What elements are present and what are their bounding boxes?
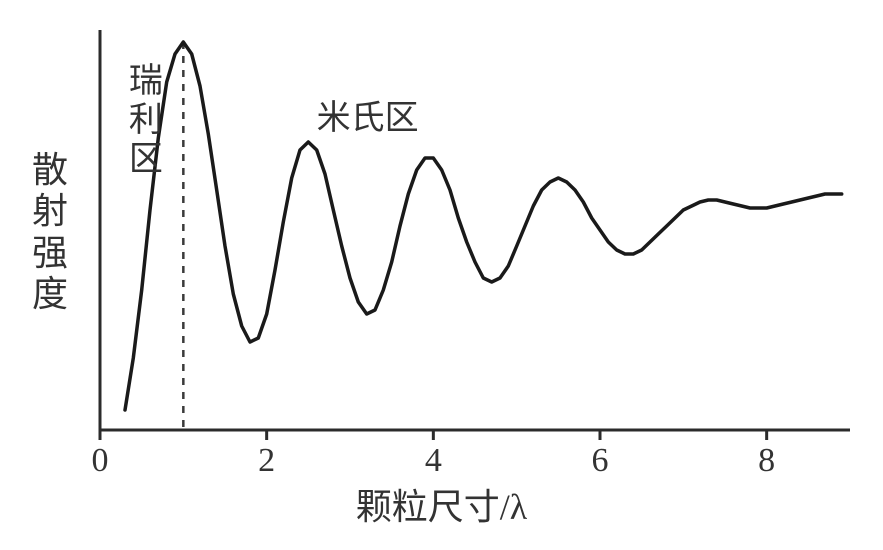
- xtick-label: 8: [758, 442, 775, 480]
- xtick-label: 0: [92, 442, 109, 480]
- region-label-rayleigh: 瑞利区: [128, 62, 164, 179]
- xtick-label: 4: [425, 442, 442, 480]
- xtick-label: 6: [592, 442, 609, 480]
- xtick-label: 2: [258, 442, 275, 480]
- region-label-mie: 米氏区: [317, 90, 419, 139]
- x-axis-label-text: 颗粒尺寸/λ: [356, 487, 527, 527]
- scattering-curve: [125, 42, 842, 410]
- axes-group: [100, 30, 850, 430]
- chart-container: 散射强度 瑞利区米氏区 02468 颗粒尺寸/λ: [0, 0, 883, 550]
- x-axis-label: 颗粒尺寸/λ: [0, 478, 883, 530]
